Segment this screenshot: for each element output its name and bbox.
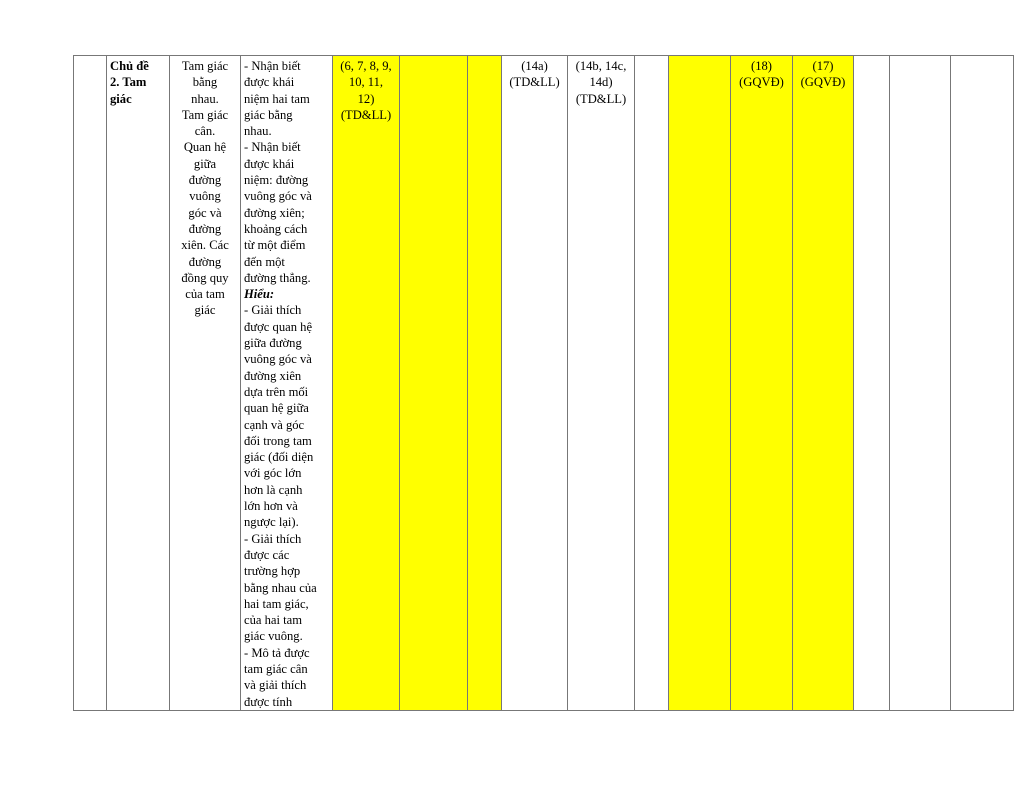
text-line: 2. Tam xyxy=(110,75,147,90)
text-line: - Mô tả được xyxy=(244,645,310,660)
text-line: cạnh và góc xyxy=(244,417,305,432)
text-line: (17) xyxy=(812,59,834,73)
text-line: trường hợp xyxy=(244,564,301,579)
text-line: (6, 7, 8, 9, xyxy=(340,59,392,73)
text-line: giữa đường xyxy=(244,336,302,351)
text-line: được tính xyxy=(244,694,293,709)
cell-index xyxy=(73,55,107,711)
cell-topic: Chủ đề 2. Tam giác xyxy=(106,55,170,711)
cell-empty xyxy=(634,55,669,711)
text-line: (GQVĐ) xyxy=(800,75,846,90)
text-line: xiên. Các xyxy=(181,238,229,253)
text-line: được khái xyxy=(244,156,295,171)
text-line: niệm hai tam xyxy=(244,91,310,106)
cell-thong-hieu-2: (14b, 14c, 14d) (TD&LL) xyxy=(567,55,635,711)
text-line: giác xyxy=(194,303,216,318)
cell-yellow-empty xyxy=(399,55,468,711)
text-line: giữa xyxy=(193,156,217,171)
text-line: 10, 11, xyxy=(348,75,384,90)
text-line: của hai tam xyxy=(244,613,303,628)
cell-yellow-empty xyxy=(668,55,731,711)
text-line: đối trong tam xyxy=(244,433,312,448)
text-line: bằng nhau của xyxy=(244,580,317,595)
cell-nhan-biet-tn: (6, 7, 8, 9, 10, 11, 12) (TD&LL) xyxy=(332,55,400,711)
text-line: (14b, 14c, xyxy=(575,59,627,73)
text-line: đường xiên; xyxy=(244,205,305,220)
text-line: đường xyxy=(188,173,222,188)
text-line: vuông xyxy=(189,189,221,204)
text-line: bằng xyxy=(192,75,218,90)
text-line: đường thẳng. xyxy=(244,270,311,285)
cell-content: Tam giác bằng nhau. Tam giác cân. Quan hệ giữa… xyxy=(169,55,241,711)
cell-empty xyxy=(950,55,1014,711)
text-line: góc và xyxy=(188,205,222,220)
text-line: ngược lại). xyxy=(244,515,299,530)
text-line: giác (đối diện xyxy=(244,450,314,465)
text-line: quan hệ giữa xyxy=(244,401,309,416)
text-line: được khái xyxy=(244,75,295,90)
text-line: vuông góc và xyxy=(244,189,312,204)
text-line: hơn là cạnh xyxy=(244,482,303,497)
text-line: lớn hơn và xyxy=(244,499,298,514)
cell-van-dung-2: (17) (GQVĐ) xyxy=(792,55,854,711)
cell-yellow-empty xyxy=(467,55,502,711)
text-line: (GQVĐ) xyxy=(739,75,784,90)
text-line: đường xiên xyxy=(244,368,302,383)
text-line: giác bằng xyxy=(244,107,293,122)
cell-thong-hieu-1: (14a) (TD&LL) xyxy=(501,55,568,711)
text-line: - Nhận biết xyxy=(244,140,301,155)
cell-empty xyxy=(889,55,951,711)
text-line: đường xyxy=(188,221,222,236)
table-row: Chủ đề 2. Tam giác Tam giác bằng nhau. Tam gi… xyxy=(73,55,1014,711)
text-line: vuông góc và xyxy=(244,352,312,367)
text-line: niệm: đường xyxy=(244,173,309,188)
text-line: - Giải thích xyxy=(244,303,302,318)
cell-empty xyxy=(853,55,890,711)
assessment-matrix-table: Chủ đề 2. Tam giác Tam giác bằng nhau. Tam gi… xyxy=(73,55,1014,711)
text-line: đường xyxy=(188,254,222,269)
text-line: (TD&LL) xyxy=(340,107,392,122)
text-line: Tam giác xyxy=(181,107,229,122)
text-line: Tam giác xyxy=(181,59,229,73)
text-line: khoảng cách xyxy=(244,221,308,236)
text-line: - Giải thích xyxy=(244,531,302,546)
text-line: đến một xyxy=(244,254,285,269)
text-line: nhau. xyxy=(244,124,272,139)
text-line: với góc lớn xyxy=(244,466,302,481)
text-line: hai tam giác, xyxy=(244,596,309,611)
heading-hieu: Hiểu: xyxy=(244,287,275,302)
text-line: (TD&LL) xyxy=(575,91,627,106)
text-line: giác vuông. xyxy=(244,629,303,644)
text-line: 14d) xyxy=(589,75,613,90)
text-line: của tam xyxy=(185,287,225,302)
text-line: - Nhận biết xyxy=(244,59,301,73)
text-line: và giải thích xyxy=(244,678,307,693)
text-line: tam giác cân xyxy=(244,661,308,676)
text-line: cân. xyxy=(194,124,216,139)
text-line: được quan hệ xyxy=(244,319,313,334)
text-line: (TD&LL) xyxy=(509,75,560,90)
text-line: được các xyxy=(244,547,290,562)
text-line: 12) xyxy=(357,91,375,106)
text-line: (18) xyxy=(751,59,772,73)
text-line: Quan hệ xyxy=(183,140,227,155)
text-line: (14a) xyxy=(521,59,548,73)
text-line: Chủ đề xyxy=(110,59,149,73)
text-line: nhau. xyxy=(191,91,219,106)
text-line: đồng quy xyxy=(181,270,229,285)
text-line: dựa trên mối xyxy=(244,384,309,399)
cell-requirements: - Nhận biết được khái niệm hai tam giác bằn… xyxy=(240,55,333,711)
cell-van-dung-1: (18) (GQVĐ) xyxy=(730,55,793,711)
text-line: giác xyxy=(110,91,132,106)
text-line: từ một điểm xyxy=(244,238,306,253)
